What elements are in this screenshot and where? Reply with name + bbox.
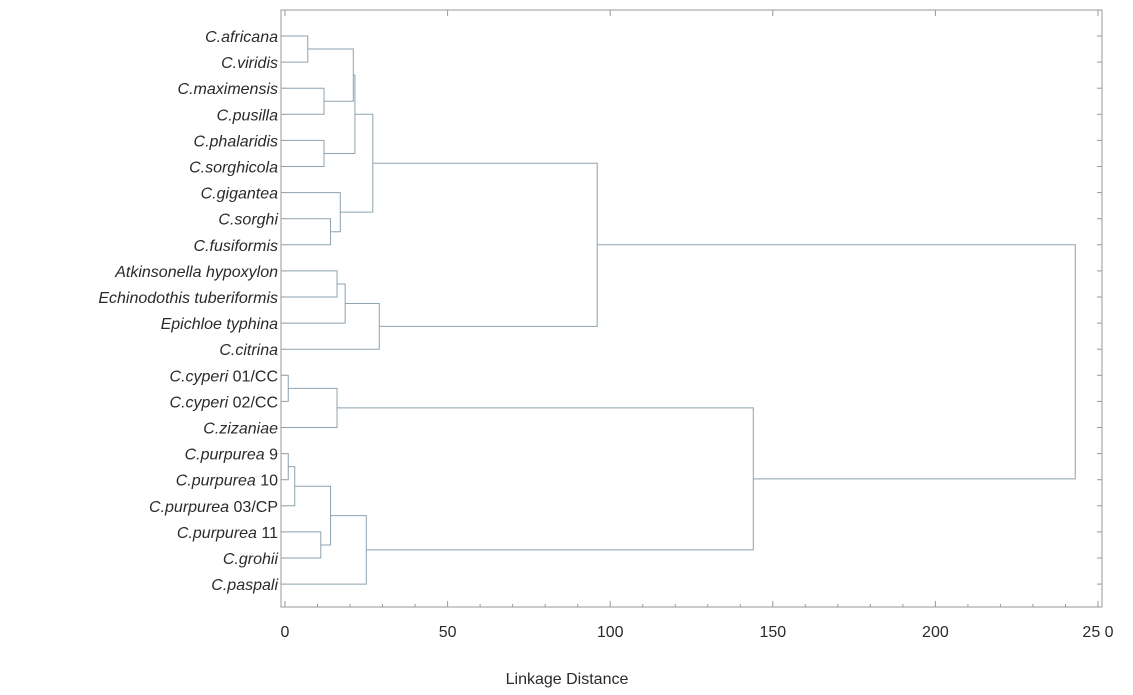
leaf-label: C.africana — [205, 29, 278, 46]
leaf-label: Epichloe typhina — [161, 316, 279, 333]
leaf-label-species: C.cyperi — [170, 368, 229, 385]
dendrogram-link — [597, 244, 1076, 480]
leaf-label-species: Epichloe typhina — [161, 316, 279, 333]
leaf-labels: C.africana C.viridis C.maximensis C.pusilla… — [98, 29, 278, 594]
leaf-label: C.sorghicola — [189, 160, 278, 177]
leaf-label-suffix: 02/CC — [228, 394, 278, 411]
dendrogram-link — [285, 139, 325, 167]
leaf-label: Atkinsonella hypoxylon — [114, 264, 278, 281]
dendrogram-link — [285, 192, 341, 233]
dendrogram-link — [285, 387, 338, 428]
leaf-label-species: C.viridis — [221, 55, 278, 72]
leaf-label: C.grohii — [223, 551, 279, 568]
leaf-label-species: C.citrina — [219, 342, 278, 359]
leaf-label-species: C.paspali — [211, 577, 278, 594]
dendrogram-link — [285, 35, 309, 63]
leaf-label: C.paspali — [211, 577, 278, 594]
leaf-label-species: C.phalaridis — [194, 133, 278, 150]
leaf-label: C.maximensis — [178, 81, 278, 98]
dendrogram-link — [285, 270, 338, 298]
leaf-label-species: C.africana — [205, 29, 278, 46]
dendrogram-link — [307, 48, 354, 102]
leaf-label: Echinodothis tuberiformis — [98, 290, 278, 307]
leaf-label-species: C.purpurea — [149, 499, 229, 516]
leaf-label-species: C.grohii — [223, 551, 279, 568]
dendrogram-link — [285, 453, 289, 481]
dendrogram-link — [285, 515, 367, 585]
leaf-label-species: C.purpurea — [185, 447, 265, 464]
leaf-label-species: C.purpurea — [177, 525, 257, 542]
dendrogram-link — [294, 485, 332, 546]
x-tick-label: 50 — [439, 624, 457, 641]
leaf-label-suffix: 9 — [265, 447, 278, 464]
leaf-label-species: C.sorghi — [218, 212, 278, 229]
leaf-label: C.zizaniae — [203, 421, 278, 438]
leaf-label: C.purpurea 9 — [185, 447, 278, 464]
leaf-label-suffix: 03/CP — [229, 499, 278, 516]
x-tick-label: 0 — [281, 624, 290, 641]
leaf-label: C.sorghi — [218, 212, 278, 229]
leaf-label-species: Echinodothis tuberiformis — [98, 290, 278, 307]
dendrogram-link — [337, 407, 754, 551]
axis-ticks — [281, 10, 1102, 607]
leaf-label-suffix: 10 — [256, 473, 278, 490]
leaf-label: C.purpurea 11 — [177, 525, 278, 542]
x-axis-title: Linkage Distance — [506, 671, 629, 688]
dendrogram-link — [285, 303, 380, 350]
leaf-label-species: C.fusiformis — [194, 238, 278, 255]
leaf-label: C.fusiformis — [194, 238, 278, 255]
leaf-label: C.gigantea — [201, 186, 278, 203]
x-tick-label: 200 — [922, 624, 949, 641]
dendrogram-branches — [285, 35, 1076, 585]
dendrogram-link — [285, 374, 289, 402]
dendrogram-link — [285, 466, 296, 507]
x-tick-label: 150 — [759, 624, 786, 641]
x-tick-label: 100 — [597, 624, 624, 641]
x-tick-label: 25 0 — [1082, 624, 1113, 641]
leaf-label-suffix: 11 — [257, 525, 278, 542]
leaf-label-species: C.sorghicola — [189, 160, 278, 177]
leaf-label: C.purpurea 10 — [176, 473, 278, 490]
dendrogram-link — [285, 531, 322, 559]
leaf-label: C.pusilla — [217, 107, 278, 124]
leaf-label: C.citrina — [219, 342, 278, 359]
leaf-label-species: C.pusilla — [217, 107, 278, 124]
x-tick-labels: 0 50 100 150 200 25 0 — [281, 624, 1114, 641]
dendrogram-link — [340, 113, 374, 213]
leaf-label-species: C.zizaniae — [203, 421, 278, 438]
leaf-label: C.purpurea 03/CP — [149, 499, 278, 516]
plot-frame — [280, 9, 1103, 608]
dendrogram-link — [324, 74, 356, 154]
dendrogram-link — [285, 283, 346, 324]
leaf-label: C.cyperi 01/CC — [170, 368, 278, 385]
leaf-label: C.phalaridis — [194, 133, 278, 150]
leaf-label-species: C.gigantea — [201, 186, 278, 203]
leaf-label-species: C.cyperi — [170, 394, 229, 411]
leaf-label: C.viridis — [221, 55, 278, 72]
leaf-label: C.cyperi 02/CC — [170, 394, 278, 411]
dendrogram-link — [372, 162, 598, 327]
dendrogram-link — [285, 87, 325, 115]
leaf-label-species: C.purpurea — [176, 473, 256, 490]
leaf-label-suffix: 01/CC — [228, 368, 278, 385]
leaf-label-species: C.maximensis — [178, 81, 278, 98]
leaf-label-species: Atkinsonella hypoxylon — [114, 264, 278, 281]
dendrogram-link — [285, 218, 332, 246]
